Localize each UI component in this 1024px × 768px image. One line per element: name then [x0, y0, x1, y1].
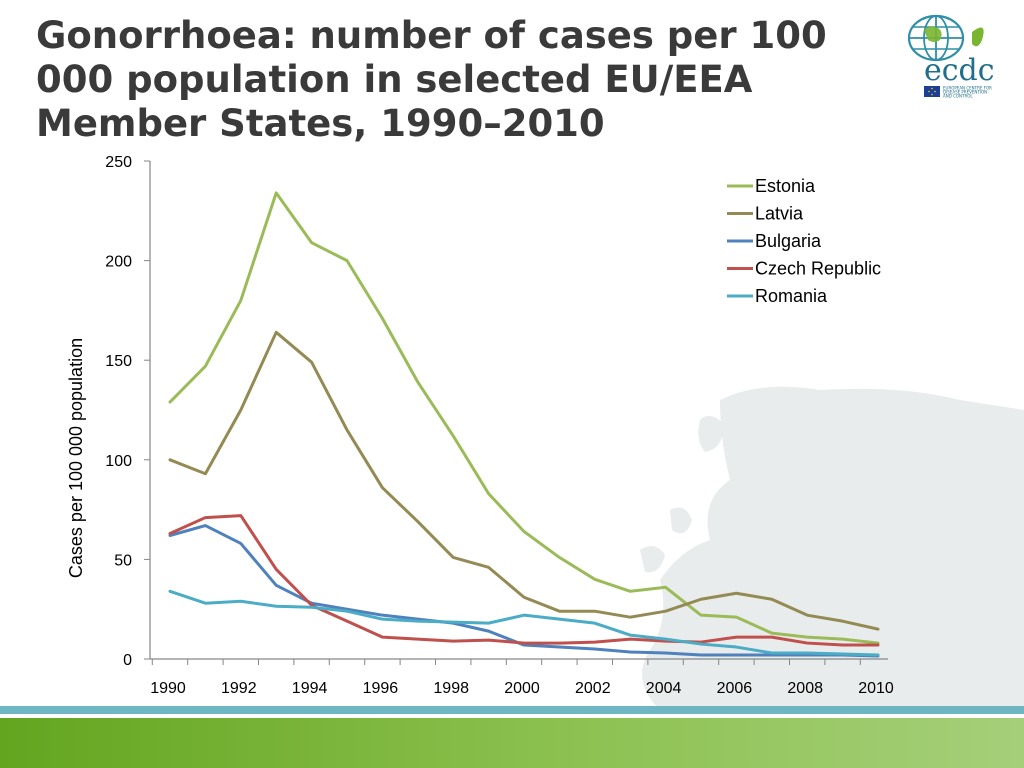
- chart-axes: [149, 161, 888, 660]
- footer-band: [0, 706, 1024, 768]
- series-lines: [168, 191, 880, 658]
- logo-subtitle-1: EUROPEAN CENTRE FOR: [943, 86, 992, 91]
- y-tick-label: 150: [105, 353, 132, 370]
- ecdc-logo: ecdc EUROPEAN CENTRE FOR DISEASE PREVENT…: [902, 10, 1006, 102]
- x-tick-label: 2000: [504, 680, 540, 697]
- y-tick-label: 50: [114, 552, 132, 569]
- legend-label: Estonia: [755, 176, 816, 196]
- x-tick-label: 1992: [221, 680, 257, 697]
- legend-label: Latvia: [755, 204, 804, 224]
- y-axis-title: Cases per 100 000 population: [66, 338, 86, 578]
- x-tick-label: 2008: [787, 680, 823, 697]
- series-line-estonia: [168, 191, 880, 645]
- x-tick-label: 2006: [717, 680, 753, 697]
- logo-subtitle-2: DISEASE PREVENTION: [943, 90, 987, 95]
- y-tick-label: 100: [105, 453, 132, 470]
- y-tick-label: 0: [123, 652, 132, 669]
- x-tick-label: 1998: [433, 680, 469, 697]
- x-tick-label: 2004: [646, 680, 682, 697]
- x-tick-label: 1994: [292, 680, 328, 697]
- legend-label: Bulgaria: [755, 231, 822, 251]
- leaf-icon: [972, 27, 984, 47]
- x-tick-label: 1996: [363, 680, 399, 697]
- europe-map-background: [640, 386, 1024, 710]
- logo-wordmark: ecdc: [924, 53, 995, 88]
- series-line-czech-republic: [168, 514, 880, 647]
- y-tick-label: 250: [105, 154, 132, 171]
- globe-icon: [907, 14, 965, 62]
- y-tick-label: 200: [105, 254, 132, 271]
- chart-legend: Estonia Latvia Bulgaria Czech Republic Roman…: [727, 176, 881, 306]
- series-line-romania: [168, 589, 880, 657]
- series-line-latvia: [168, 330, 880, 631]
- slide-title: Gonorrhoea: number of cases per 100 000 …: [36, 14, 827, 145]
- x-axis-ticks: 1990 1992 1994 1996 1998 2000 2002 2004 2006 2008…: [150, 659, 894, 697]
- logo-subtitle-3: AND CONTROL: [943, 94, 973, 99]
- legend-label: Czech Republic: [755, 259, 881, 279]
- x-tick-label: 1990: [150, 680, 186, 697]
- y-axis-ticks: 0 50 100 150 200 250: [105, 154, 150, 669]
- legend-label: Romania: [755, 286, 828, 306]
- series-line-bulgaria: [168, 524, 880, 658]
- x-tick-label: 2010: [858, 680, 894, 697]
- x-tick-label: 2002: [575, 680, 611, 697]
- eu-flag-icon: [924, 86, 940, 97]
